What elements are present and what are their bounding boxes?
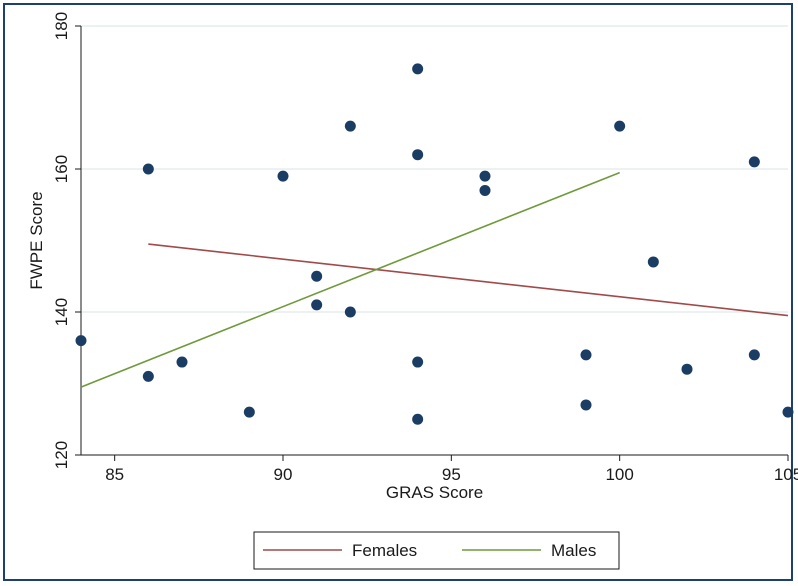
data-point — [277, 170, 289, 182]
data-point — [748, 156, 760, 168]
data-point — [75, 335, 87, 347]
data-point — [479, 170, 491, 182]
y-axis-label: FWPE Score — [27, 191, 46, 289]
x-tick-label-105: 105 — [774, 465, 798, 484]
y-tick-label-160: 160 — [52, 155, 71, 183]
data-point — [412, 356, 424, 368]
chart-frame — [3, 3, 793, 581]
y-tick-label-180: 180 — [52, 12, 71, 40]
data-point — [142, 163, 154, 175]
fit-lines — [80, 171, 789, 388]
data-point — [176, 356, 188, 368]
x-tick-label-95: 95 — [442, 465, 461, 484]
y-tick-label-140: 140 — [52, 298, 71, 326]
data-points — [75, 63, 794, 425]
x-tick-label-85: 85 — [105, 465, 124, 484]
data-point — [344, 120, 356, 132]
x-tick-label-100: 100 — [605, 465, 633, 484]
fit-line-females — [148, 243, 789, 317]
data-point — [614, 120, 626, 132]
data-point — [479, 184, 491, 196]
data-point — [580, 399, 592, 411]
data-point — [580, 349, 592, 361]
data-point — [647, 256, 659, 268]
data-point — [311, 299, 323, 311]
data-point — [748, 349, 760, 361]
legend: Females Males — [253, 531, 620, 570]
data-point — [412, 149, 424, 161]
data-point — [344, 306, 356, 318]
data-point — [412, 413, 424, 425]
data-point — [681, 363, 693, 375]
y-ticks: 120 140 160 180 — [52, 12, 81, 469]
data-point — [412, 63, 424, 75]
data-point — [782, 406, 794, 418]
data-point — [142, 370, 154, 382]
data-point — [311, 270, 323, 282]
fit-line-males — [80, 171, 620, 388]
axes — [80, 26, 788, 456]
legend-label-males: Males — [551, 541, 596, 560]
gridlines — [81, 25, 788, 313]
data-point — [243, 406, 255, 418]
legend-label-females: Females — [352, 541, 417, 560]
x-ticks: 85 90 95 100 105 — [105, 455, 798, 484]
y-tick-label-120: 120 — [52, 441, 71, 469]
x-tick-label-90: 90 — [274, 465, 293, 484]
x-axis-label: GRAS Score — [386, 483, 483, 502]
